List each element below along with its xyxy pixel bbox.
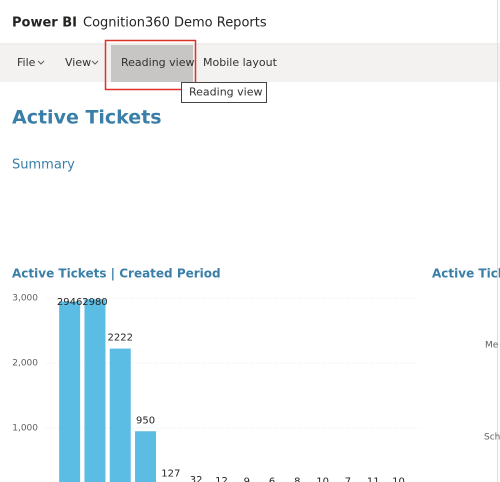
bar	[84, 299, 106, 482]
chevron	[37, 60, 45, 65]
reading-view-button[interactable]: Reading view	[121, 56, 194, 69]
header-bar	[0, 0, 500, 44]
data-label: 8	[294, 476, 300, 482]
reading-view-button-bg	[111, 45, 193, 82]
highlight-box	[104, 39, 197, 91]
y-tick-label: 3,000	[12, 294, 38, 304]
tooltip-box	[181, 82, 267, 103]
chevron	[91, 60, 99, 65]
data-label: 11	[367, 476, 380, 482]
data-label: 950	[136, 415, 155, 426]
data-label: 6	[269, 477, 275, 482]
data-label: 2222	[108, 333, 133, 344]
page-title: Active Tickets	[12, 107, 162, 129]
report-name: Cognition360 Demo Reports	[83, 16, 267, 31]
data-label: 127	[161, 469, 180, 480]
data-label: 10	[392, 476, 405, 482]
mobile-layout-button[interactable]: Mobile layout	[203, 56, 278, 69]
data-label: 7	[345, 477, 351, 482]
y-tick-label: 2,000	[12, 359, 38, 369]
file-menu[interactable]: File	[17, 56, 36, 69]
data-label: 2946	[57, 297, 82, 308]
brand[interactable]: Power BI	[12, 16, 77, 31]
y-tick-label: 1,000	[12, 424, 38, 434]
second-chart-label: Sch	[484, 433, 500, 443]
data-label: 10	[316, 476, 329, 482]
second-chart-title: Active Tick	[432, 267, 500, 281]
bar	[135, 431, 157, 482]
data-label: 9	[244, 476, 250, 482]
chart-title: Active Tickets | Created Period	[12, 267, 221, 281]
bar	[59, 301, 81, 482]
page-subtitle: Summary	[12, 158, 75, 173]
data-label: 2980	[82, 297, 107, 308]
bar	[109, 348, 131, 482]
tooltip: Reading view	[189, 86, 262, 99]
data-label: 12	[215, 476, 228, 482]
second-chart-label: Me	[485, 341, 499, 351]
toolbar	[0, 45, 500, 82]
data-label: 32	[190, 475, 203, 482]
view-menu[interactable]: View	[65, 56, 91, 69]
